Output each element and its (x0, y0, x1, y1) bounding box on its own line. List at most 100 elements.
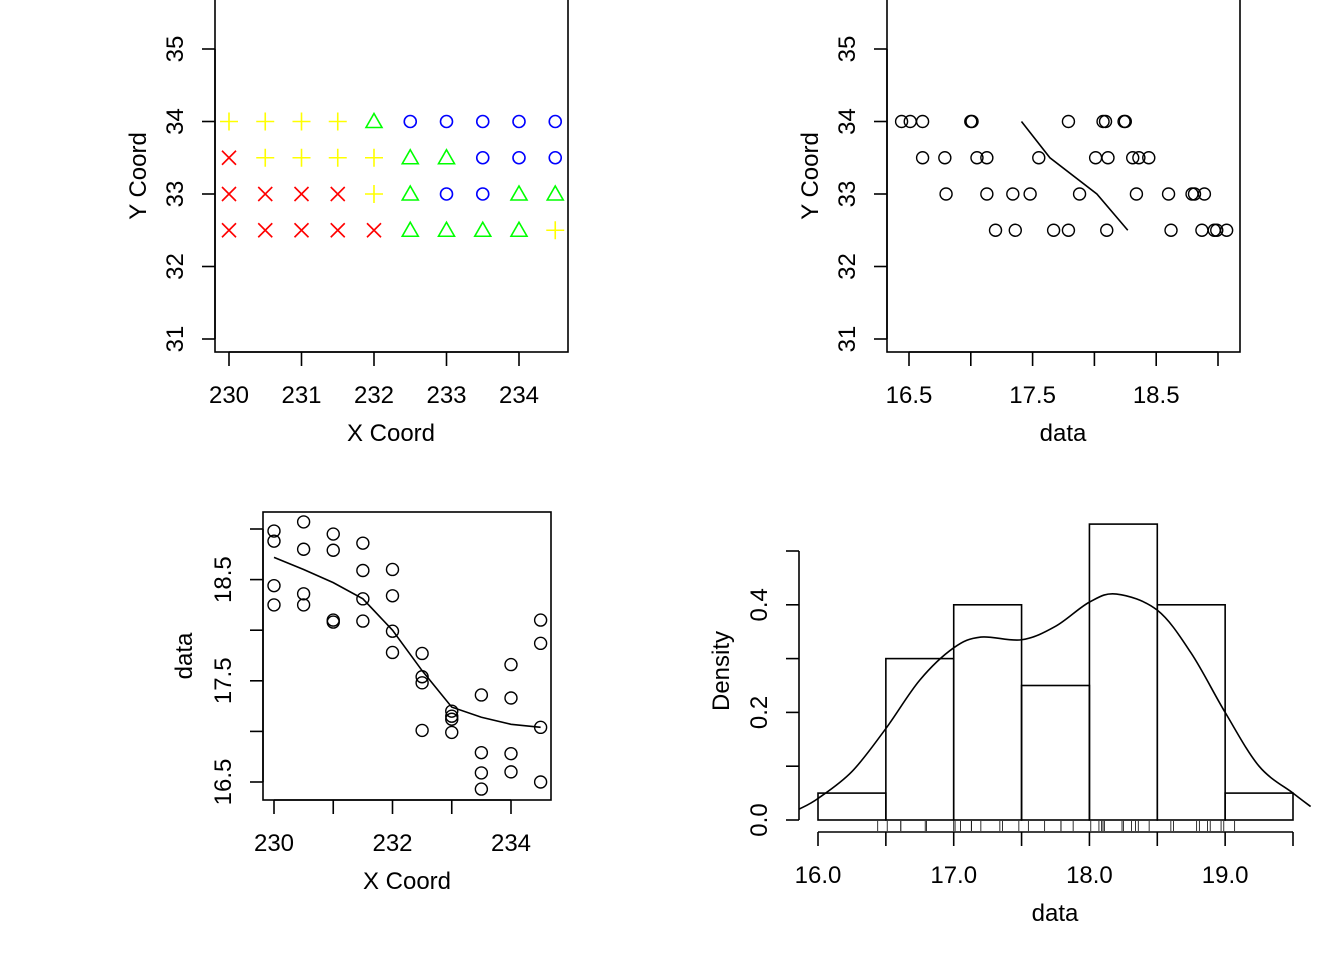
data-point (326, 527, 340, 541)
triangle-marker (473, 220, 493, 238)
data-point (267, 534, 281, 548)
data-point (939, 187, 953, 201)
x-tick-label: 232 (354, 382, 394, 409)
data-point (1161, 187, 1176, 201)
data-point (1129, 187, 1144, 201)
histogram-bar (1020, 684, 1091, 821)
data-point (445, 704, 459, 718)
y-axis-title: Density (708, 631, 735, 711)
triangle-marker (400, 148, 420, 165)
data-point (296, 598, 311, 612)
data-point (1098, 114, 1113, 129)
x-tick-label: 232 (372, 830, 412, 857)
circle-marker (512, 150, 526, 165)
data-point (915, 151, 930, 165)
histogram-bar (1088, 523, 1159, 821)
data-point (1219, 223, 1234, 237)
triangle-marker (400, 184, 420, 201)
x-marker (221, 150, 237, 166)
panel-histogram: 0.0 0.2 0.4 16.0 17.0 18.0 19.0 data Density (708, 523, 1312, 927)
x-tick-label: 19.0 (1202, 862, 1249, 889)
x-axis-title: data (1040, 420, 1087, 447)
y-tick-label: 16.5 (210, 759, 237, 806)
data-point (267, 578, 281, 593)
x-tick-label: 230 (209, 382, 249, 409)
data-point (1006, 187, 1020, 201)
y-tick-label: 33 (162, 181, 189, 208)
x-tick-label: 18.0 (1066, 862, 1113, 889)
y-axis-title: data (171, 632, 198, 679)
y-tick-label: 32 (834, 253, 861, 280)
data-point (474, 688, 489, 702)
data-point (1061, 114, 1076, 129)
data-point (504, 765, 518, 779)
data-point (1142, 151, 1156, 165)
y-tick-label: 34 (834, 108, 861, 135)
data-point (1195, 223, 1209, 237)
panel-data-vs-xcoord: 16.5 17.5 18.5 230 232 234 X Coord data (171, 511, 552, 895)
y-tick-label: 0.0 (746, 803, 773, 836)
data-point (356, 563, 370, 578)
data-point (1210, 223, 1224, 237)
x-tick-label: 16.5 (886, 382, 933, 409)
data-point (915, 114, 930, 129)
y-axis-title: Y Coord (125, 132, 152, 220)
x-tick-label: 234 (499, 382, 539, 409)
x-marker (293, 186, 310, 202)
data-point (267, 598, 281, 612)
data-point (938, 151, 952, 165)
circle-marker (512, 114, 526, 129)
data-point (533, 775, 548, 789)
y-tick-label: 33 (834, 181, 861, 208)
data-point (988, 223, 1003, 237)
data-point (296, 542, 311, 556)
plus-marker (256, 148, 275, 167)
triangle-marker (545, 184, 565, 201)
data-point (903, 114, 917, 129)
data-point (415, 723, 429, 738)
data-point (385, 589, 400, 603)
x-tick-label: 17.0 (930, 862, 977, 889)
circle-marker (439, 187, 454, 201)
x-marker (330, 186, 346, 202)
plus-marker (292, 112, 311, 131)
y-tick-label: 34 (162, 108, 189, 135)
data-point (1187, 187, 1202, 201)
triangle-marker (400, 220, 420, 238)
data-point (356, 536, 370, 550)
plus-marker (256, 112, 275, 131)
plus-marker (220, 112, 238, 131)
triangle-marker (437, 220, 456, 238)
y-tick-label: 35 (162, 36, 189, 63)
triangle-marker (364, 111, 384, 129)
data-point (415, 676, 429, 690)
data-point (1008, 223, 1022, 237)
y-tick-label: 31 (162, 326, 189, 353)
data-point (474, 745, 489, 760)
plus-marker (328, 148, 347, 167)
plus-marker (365, 148, 383, 167)
data-point (326, 615, 340, 629)
data-point (1046, 223, 1061, 237)
y-axis-title: Y Coord (797, 132, 824, 220)
data-point (1126, 151, 1140, 165)
y-tick-label: 32 (162, 253, 189, 280)
y-tick-label: 35 (834, 36, 861, 63)
triangle-marker (509, 220, 529, 238)
plot-frame (886, 0, 1241, 353)
data-point (267, 524, 281, 538)
data-point (970, 151, 984, 165)
data-point (504, 746, 518, 761)
x-marker (293, 222, 310, 238)
data-point (1032, 151, 1046, 165)
data-point (1061, 223, 1076, 237)
x-tick-label: 230 (254, 830, 294, 857)
data-point (504, 691, 518, 705)
panel-data-vs-ycoord: 31 32 33 34 35 16.5 17.5 18.5 data Y Coord (797, 0, 1241, 447)
data-point (385, 645, 400, 660)
density-curve (798, 592, 1312, 810)
histogram-bar (1224, 792, 1294, 821)
x-marker (330, 222, 346, 238)
data-point (445, 709, 459, 723)
